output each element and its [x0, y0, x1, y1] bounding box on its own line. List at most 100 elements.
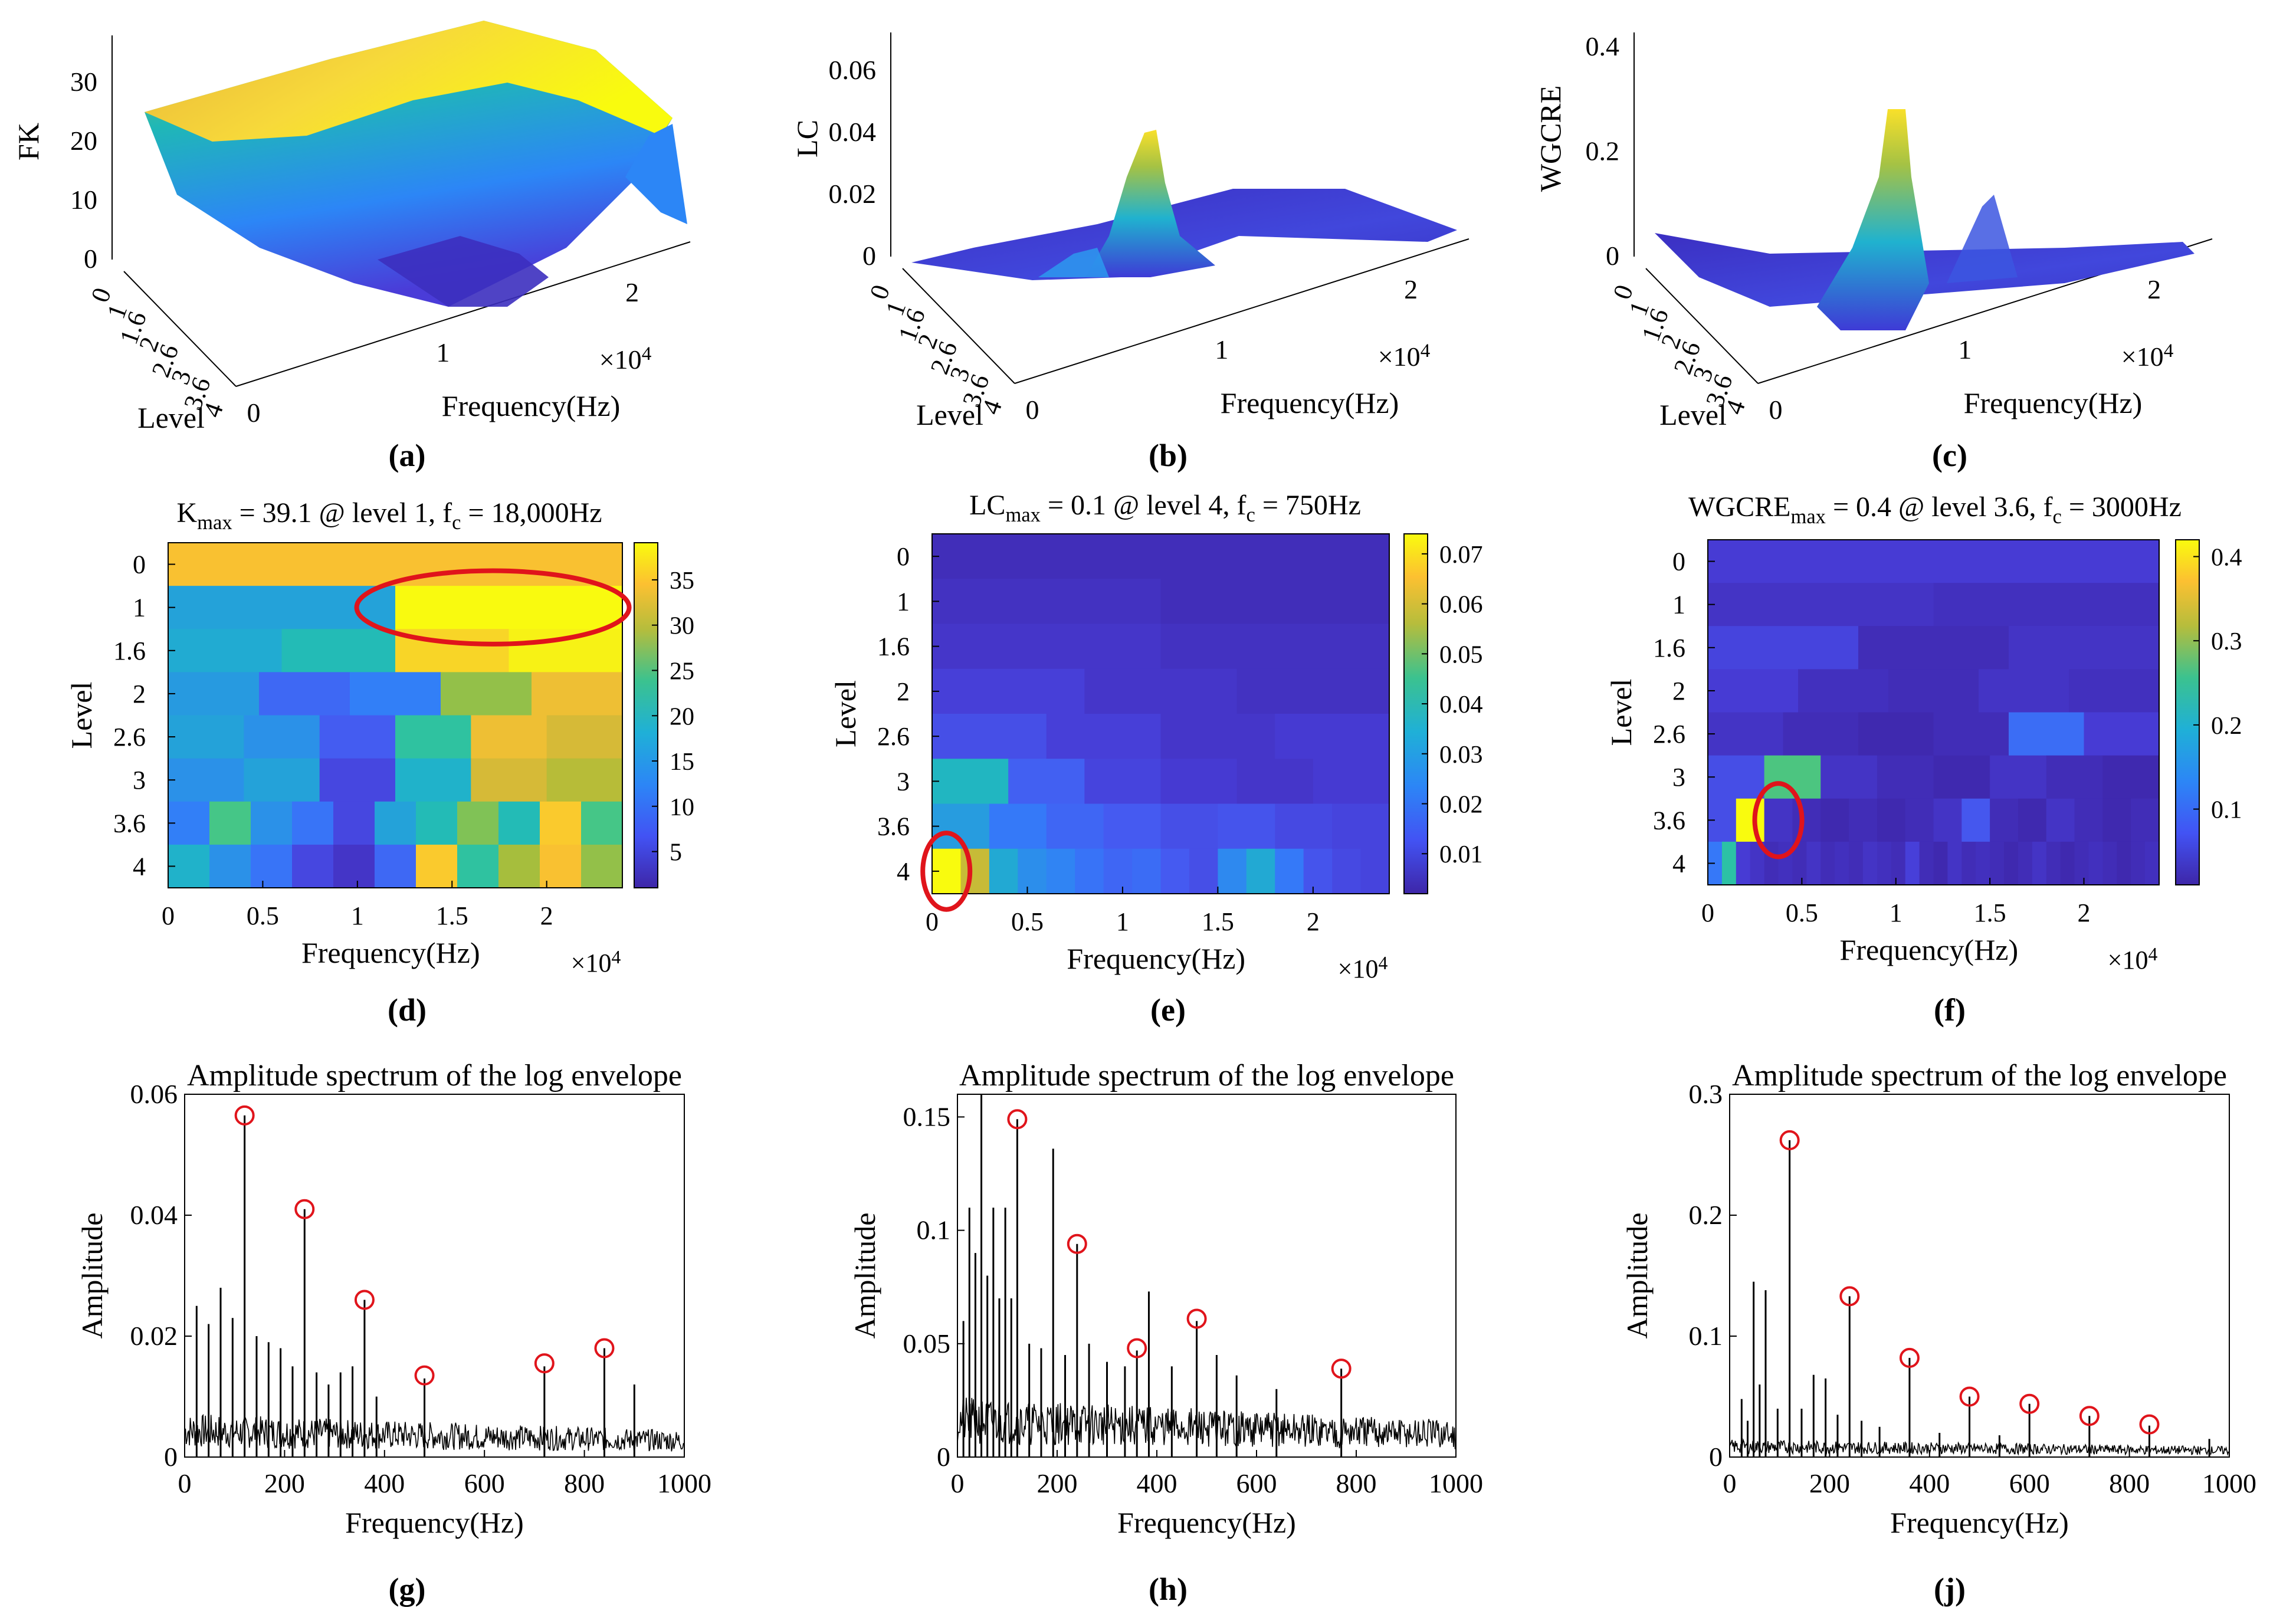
heatmap-frame	[931, 533, 1390, 894]
heatmap-cell	[2102, 798, 2131, 842]
x-axis-label: Frequency(Hz)	[1117, 1506, 1296, 1539]
heatmap-cell	[168, 629, 283, 672]
colorbar	[1403, 533, 1428, 894]
heatmap-cell	[932, 579, 1162, 625]
y-tick-label: 0.2	[1689, 1200, 1723, 1230]
heatmap-cell	[1160, 848, 1190, 894]
x-tick-label: 1.5	[1974, 898, 2006, 927]
panel-label: (c)	[1932, 438, 1967, 473]
colorbar-tick-label: 5	[670, 839, 682, 867]
level-tick-label: 4	[1672, 849, 1685, 878]
x-tick-label: 1000	[2202, 1468, 2256, 1498]
harmonic-marker	[1007, 1109, 1028, 1130]
frequency-tick-label: 1	[1215, 334, 1228, 365]
heatmap-cell	[2102, 755, 2160, 799]
level-tick-label: 0	[1672, 547, 1685, 576]
x-multiplier-part: ×10	[2108, 946, 2148, 975]
level-tick-label: 4	[897, 857, 910, 886]
z-axis-label: WGCRE	[1534, 86, 1567, 192]
heatmap-cell	[960, 848, 990, 894]
heatmap-cell	[989, 803, 1047, 849]
y-tick-label: 0.06	[130, 1079, 178, 1109]
heatmap-cell	[1990, 798, 2019, 842]
heatmap-cell	[1275, 803, 1333, 849]
heatmap-cell	[1708, 669, 1799, 713]
heatmap-cell	[251, 801, 293, 845]
heatmap-chart-e: 011.622.633.640 0.5 1 1.5 2LevelFrequency(Hz…	[829, 490, 1483, 983]
x-axis-label: Frequency(Hz)	[1067, 942, 1245, 975]
frequency-tick-label: 2	[2147, 274, 2161, 304]
heatmap-cell	[1084, 759, 1162, 805]
level-tick-label: 2.6	[877, 722, 910, 751]
x-multiplier: ×104	[571, 947, 621, 977]
heatmap-cell	[540, 801, 582, 845]
heatmap-cell	[2074, 798, 2103, 842]
heatmap-cell	[1275, 848, 1304, 894]
harmonic-marker	[534, 1353, 555, 1374]
heatmap-cell	[1721, 841, 1737, 885]
harmonic-marker	[414, 1365, 435, 1386]
x-tick-label: 200	[1037, 1468, 1078, 1498]
heatmap-cell	[441, 672, 532, 716]
heatmap-title-part: WGCRE	[1688, 491, 1790, 523]
level-tick-label: 0	[133, 550, 146, 579]
heatmap-cell	[2009, 626, 2160, 670]
heatmap-cell	[2004, 841, 2019, 885]
y-axis-label: Amplitude	[1621, 1213, 1654, 1339]
colorbar-tick-label: 0.05	[1439, 641, 1483, 668]
x-multiplier-part: 4	[611, 947, 621, 967]
heatmap-cell	[375, 801, 416, 845]
frequency-multiplier-part: 4	[1421, 340, 1431, 362]
harmonic-marker	[1779, 1130, 1800, 1150]
frequency-multiplier-part: 4	[642, 343, 652, 365]
heatmap-title: Kmax = 39.1 @ level 1, fc = 18,000Hz	[176, 497, 602, 534]
x-tick-label: 400	[1909, 1468, 1950, 1498]
colorbar-tick-label: 15	[670, 749, 694, 776]
spectrum-chart-g: 0 200 400 600 800 1000 0 0.02 0.04 0.06 Amplitude …	[76, 1059, 711, 1539]
heatmap-cell	[2069, 669, 2160, 713]
frequency-multiplier: ×104	[2121, 340, 2174, 372]
heatmap-cell	[168, 543, 623, 586]
heatmap-cell	[1332, 848, 1362, 894]
heatmap-title-part: c	[2052, 506, 2061, 528]
x-tick-label: 800	[2109, 1468, 2150, 1498]
x-tick-label: 600	[1236, 1468, 1277, 1498]
heatmap-cell	[989, 848, 1018, 894]
y-axis-label: Amplitude	[76, 1213, 109, 1339]
z-axis-label: FK	[12, 123, 45, 160]
heatmap-cell	[1961, 798, 1990, 842]
heatmap-cell	[259, 672, 350, 716]
y-tick-label: 0.15	[903, 1101, 951, 1131]
heatmap-cell	[1858, 626, 2009, 670]
level-axis-label: Level	[1659, 398, 1727, 431]
y-tick-label: 0.05	[903, 1328, 951, 1359]
x-tick-label: 1.5	[1202, 907, 1234, 936]
heatmap-cell	[292, 801, 334, 845]
z-tick-label: 30	[70, 67, 97, 97]
heatmap-cell	[2018, 841, 2033, 885]
x-tick-label: 0	[951, 1468, 965, 1498]
harmonic-marker	[354, 1290, 375, 1310]
harmonic-marker	[1331, 1359, 1352, 1379]
heatmap-cell	[1708, 755, 1765, 799]
x-multiplier-part: 4	[2148, 944, 2157, 964]
heatmap-cell	[581, 801, 623, 845]
plot-frame	[1729, 1094, 2230, 1458]
heatmap-cell	[471, 758, 547, 802]
frequency-multiplier-part: 4	[2164, 340, 2174, 362]
heatmap-cell	[1849, 798, 1878, 842]
peak-highlight-ring	[920, 831, 973, 912]
harmonic-marker	[594, 1338, 615, 1359]
x-tick-label: 1000	[657, 1468, 711, 1498]
heatmap-cell	[1160, 714, 1275, 759]
heatmap-cell	[932, 759, 1009, 805]
frequency-multiplier-part: ×10	[2121, 342, 2164, 372]
heatmap-cell	[1160, 803, 1218, 849]
heatmap-title-part: = 0.1 @ level 4, f	[1041, 490, 1247, 521]
frequency-multiplier: ×104	[599, 343, 652, 375]
panel-label: (d)	[388, 992, 427, 1028]
level-tick-label: 1.6	[1653, 634, 1685, 662]
x-multiplier: ×104	[2108, 944, 2158, 975]
frequency-tick-label: 1	[436, 337, 450, 368]
level-tick-label: 1	[1672, 590, 1685, 619]
